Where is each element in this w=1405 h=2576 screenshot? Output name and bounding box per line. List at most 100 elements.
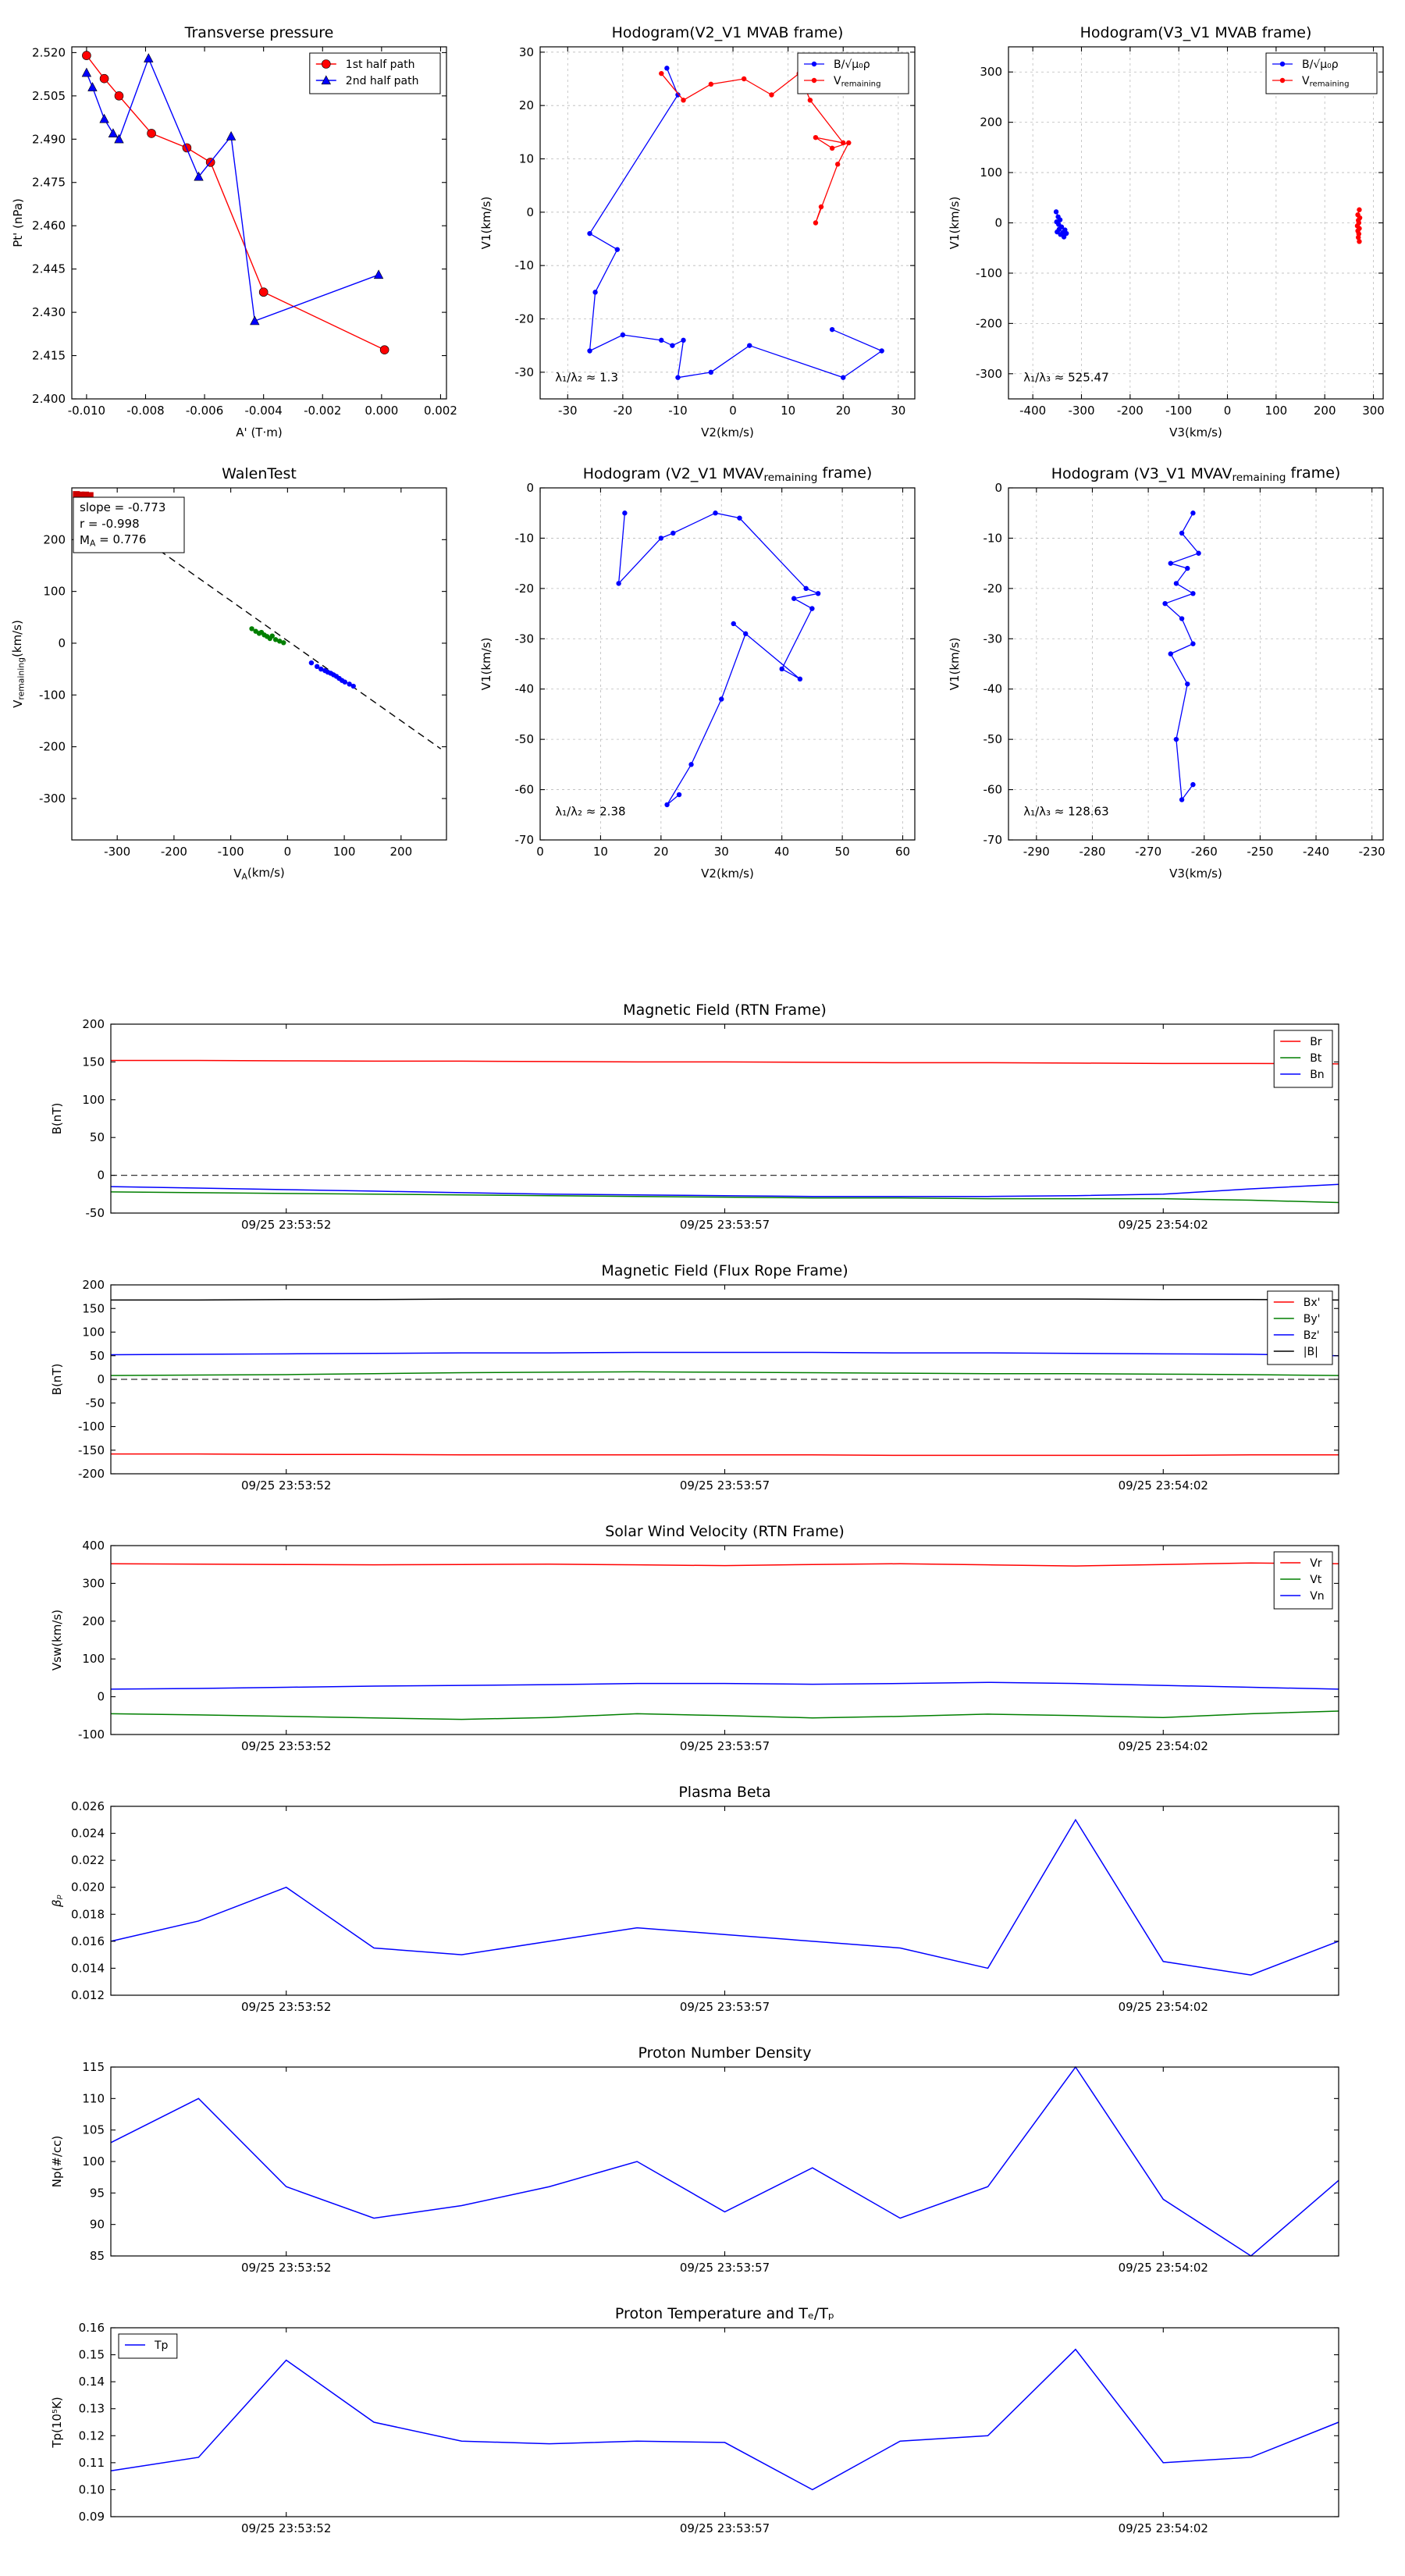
svg-text:0.014: 0.014 xyxy=(71,1961,105,1975)
chart-walen-test: -300 -200 -100 0 100 200 -300 -200 -100 0 100 200 Wa… xyxy=(0,450,468,891)
svg-text:50: 50 xyxy=(90,1349,105,1363)
svg-text:-200: -200 xyxy=(1117,404,1144,418)
svg-text:0.11: 0.11 xyxy=(79,2456,105,2470)
svg-text:-300: -300 xyxy=(39,792,66,806)
top-charts-grid: -0.010 -0.008 -0.006 -0.004 -0.002 0.000 0.002… xyxy=(0,9,1405,891)
svg-text:B/√μ₀ρ: B/√μ₀ρ xyxy=(1302,59,1339,71)
svg-text:-100: -100 xyxy=(39,688,66,702)
svg-text:09/25 23:53:57: 09/25 23:53:57 xyxy=(680,2261,770,2275)
svg-text:-10: -10 xyxy=(668,404,688,418)
svg-text:30: 30 xyxy=(714,845,729,859)
svg-text:-100: -100 xyxy=(78,1420,105,1434)
svg-text:Hodogram(V3_V1 MVAB frame): Hodogram(V3_V1 MVAB frame) xyxy=(1080,24,1312,41)
svg-text:0: 0 xyxy=(994,216,1002,230)
svg-text:0: 0 xyxy=(97,1690,105,1704)
svg-text:-100: -100 xyxy=(218,845,244,859)
svg-text:Vn: Vn xyxy=(1310,1590,1324,1603)
svg-text:09/25 23:53:57: 09/25 23:53:57 xyxy=(680,2521,770,2535)
chart-proton-number-density: 09/25 23:53:52 09/25 23:53:57 09/25 23:54:… xyxy=(23,2036,1405,2295)
svg-text:09/25 23:54:02: 09/25 23:54:02 xyxy=(1119,1478,1208,1493)
svg-text:150: 150 xyxy=(82,1301,105,1315)
svg-text:Hodogram(V2_V1 MVAB frame): Hodogram(V2_V1 MVAB frame) xyxy=(612,24,844,41)
svg-text:0.14: 0.14 xyxy=(79,2375,105,2389)
svg-text:09/25 23:53:57: 09/25 23:53:57 xyxy=(680,2000,770,2014)
svg-text:10: 10 xyxy=(593,845,608,859)
svg-text:-30: -30 xyxy=(515,632,535,646)
svg-text:0.020: 0.020 xyxy=(71,1880,105,1895)
svg-text:Plasma Beta: Plasma Beta xyxy=(678,1784,770,1801)
svg-text:09/25 23:54:02: 09/25 23:54:02 xyxy=(1119,1739,1208,1753)
svg-text:λ₁/λ₂ ≈ 2.38: λ₁/λ₂ ≈ 2.38 xyxy=(555,804,625,818)
svg-text:Hodogram (V2_V1 MVAVremaining: Hodogram (V2_V1 MVAVremaining frame) xyxy=(583,464,873,484)
svg-text:-30: -30 xyxy=(558,404,578,418)
svg-text:0.016: 0.016 xyxy=(71,1934,105,1948)
svg-text:V1(km/s): V1(km/s) xyxy=(948,638,962,691)
svg-text:09/25 23:53:52: 09/25 23:53:52 xyxy=(241,1739,331,1753)
svg-text:0.16: 0.16 xyxy=(79,2321,105,2335)
svg-text:2.460: 2.460 xyxy=(32,219,66,233)
svg-text:0.10: 0.10 xyxy=(79,2482,105,2496)
svg-text:200: 200 xyxy=(82,1017,105,1031)
svg-text:09/25 23:53:57: 09/25 23:53:57 xyxy=(680,1739,770,1753)
svg-text:0.15: 0.15 xyxy=(79,2348,105,2362)
svg-text:20: 20 xyxy=(653,845,668,859)
svg-text:100: 100 xyxy=(82,2154,105,2169)
svg-text:Vr: Vr xyxy=(1310,1557,1322,1570)
svg-text:Bn: Bn xyxy=(1310,1069,1324,1081)
svg-text:85: 85 xyxy=(90,2249,105,2263)
svg-text:Pt' (nPa): Pt' (nPa) xyxy=(11,198,25,247)
svg-text:Solar Wind Velocity (RTN Frame: Solar Wind Velocity (RTN Frame) xyxy=(605,1523,845,1540)
svg-text:60: 60 xyxy=(895,845,910,859)
svg-text:Magnetic Field (Flux Rope Fram: Magnetic Field (Flux Rope Frame) xyxy=(601,1262,848,1279)
svg-text:100: 100 xyxy=(82,1652,105,1666)
svg-text:V2(km/s): V2(km/s) xyxy=(701,866,754,881)
chart-proton-temperature: 09/25 23:53:52 09/25 23:53:57 09/25 23:54:… xyxy=(23,2297,1405,2556)
svg-text:0: 0 xyxy=(58,636,66,650)
svg-text:100: 100 xyxy=(333,845,356,859)
svg-text:2.445: 2.445 xyxy=(32,262,66,276)
svg-text:0: 0 xyxy=(526,481,534,495)
svg-text:B(nT): B(nT) xyxy=(50,1103,64,1135)
svg-text:A' (T·m): A' (T·m) xyxy=(236,425,282,439)
svg-text:-20: -20 xyxy=(515,582,535,596)
svg-text:Br: Br xyxy=(1310,1036,1322,1048)
svg-text:0: 0 xyxy=(994,481,1002,495)
svg-text:Proton Number Density: Proton Number Density xyxy=(638,2044,812,2062)
svg-text:09/25 23:54:02: 09/25 23:54:02 xyxy=(1119,2521,1208,2535)
chart-plasma-beta: 09/25 23:53:52 09/25 23:53:57 09/25 23:54:… xyxy=(23,1775,1405,2034)
svg-text:400: 400 xyxy=(82,1539,105,1553)
svg-text:Tp(10⁵K): Tp(10⁵K) xyxy=(50,2396,64,2448)
svg-text:-100: -100 xyxy=(78,1727,105,1742)
svg-text:-200: -200 xyxy=(78,1467,105,1481)
svg-text:βₚ: βₚ xyxy=(50,1895,64,1908)
svg-text:2.400: 2.400 xyxy=(32,392,66,406)
svg-text:2.520: 2.520 xyxy=(32,45,66,59)
svg-text:-50: -50 xyxy=(515,732,535,746)
svg-text:Magnetic Field (RTN Frame): Magnetic Field (RTN Frame) xyxy=(623,1002,827,1019)
svg-text:200: 200 xyxy=(82,1614,105,1628)
svg-text:B/√μ₀ρ: B/√μ₀ρ xyxy=(834,59,870,71)
svg-text:0.09: 0.09 xyxy=(79,2510,105,2524)
svg-text:0: 0 xyxy=(97,1169,105,1183)
hodogram-v2v1-mvab-plot: -30 -20 -10 0 10 20 30 -30 -20 -10 0 10 20 30 Hodogram… xyxy=(479,24,916,439)
svg-text:09/25 23:54:02: 09/25 23:54:02 xyxy=(1119,2261,1208,2275)
svg-text:0: 0 xyxy=(97,1372,105,1386)
svg-text:0.018: 0.018 xyxy=(71,1907,105,1921)
svg-text:V2(km/s): V2(km/s) xyxy=(701,425,754,439)
svg-text:Bx': Bx' xyxy=(1304,1297,1321,1309)
svg-text:-200: -200 xyxy=(161,845,187,859)
svg-text:30: 30 xyxy=(519,45,534,59)
svg-text:0.12: 0.12 xyxy=(79,2428,105,2443)
chart-hodogram-v2v1-mvav: 0 10 20 30 40 50 60 -70 -60 -50 -40 -30 -20 -10 0 Hodog… xyxy=(468,450,937,891)
svg-text:-270: -270 xyxy=(1135,845,1161,859)
svg-text:200: 200 xyxy=(1314,404,1336,418)
svg-text:30: 30 xyxy=(891,404,905,418)
svg-text:-200: -200 xyxy=(39,740,66,754)
svg-text:-20: -20 xyxy=(984,582,1003,596)
svg-text:V3(km/s): V3(km/s) xyxy=(1169,866,1222,881)
svg-text:λ₁/λ₂ ≈ 1.3: λ₁/λ₂ ≈ 1.3 xyxy=(555,370,618,384)
svg-text:90: 90 xyxy=(90,2218,105,2232)
svg-text:-60: -60 xyxy=(515,783,535,797)
svg-text:Tp: Tp xyxy=(154,2339,169,2352)
